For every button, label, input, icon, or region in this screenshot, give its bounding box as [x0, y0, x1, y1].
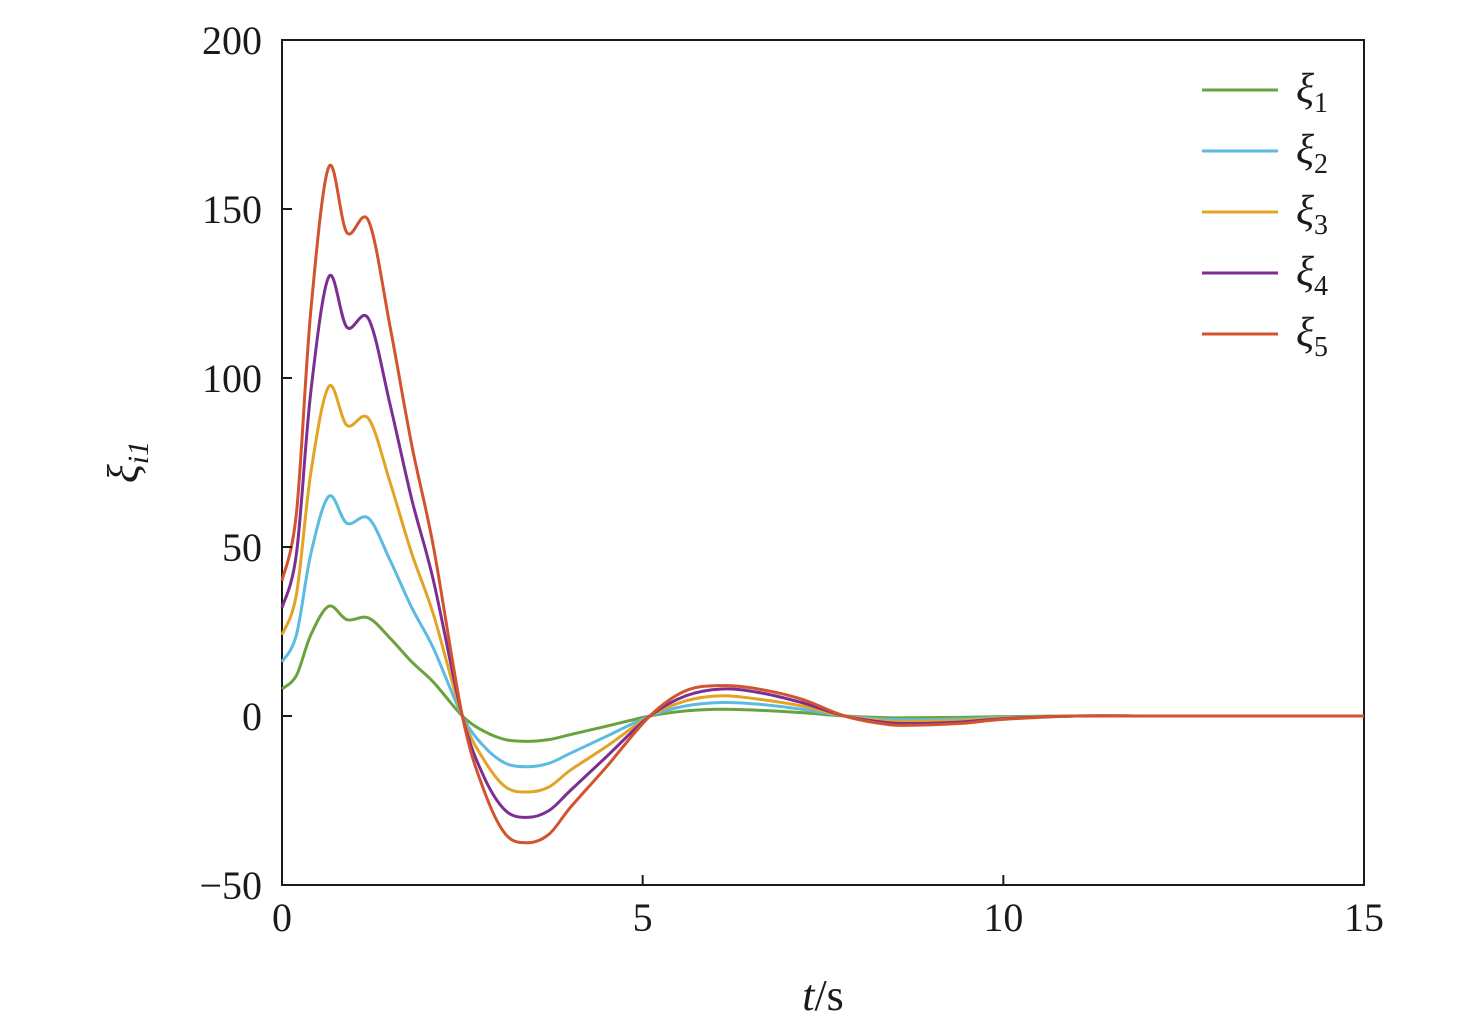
- y-tick-label-2: 50: [222, 525, 262, 570]
- y-axis-label: ξi1: [99, 441, 155, 483]
- y-tick-label-3: 100: [202, 356, 262, 401]
- x-tick-label-1: 5: [633, 895, 653, 940]
- y-tick-label-5: 200: [202, 18, 262, 63]
- y-tick-label-0: −50: [199, 863, 262, 908]
- plot-frame: [281, 39, 1365, 886]
- series-line-4: [280, 273, 1364, 819]
- x-tick-label-0: 0: [272, 895, 292, 940]
- legend-label-5: ξ5: [1296, 310, 1328, 363]
- x-tick-label-2: 10: [983, 895, 1023, 940]
- x-axis-label: t/s: [802, 971, 844, 1020]
- legend-label-1: ξ1: [1296, 66, 1328, 119]
- x-tick-label-3: 15: [1344, 895, 1384, 940]
- y-tick-label-1: 0: [242, 694, 262, 739]
- legend: ξ1 ξ2 ξ3 ξ4 ξ5: [1202, 66, 1328, 363]
- series-line-5: [280, 163, 1364, 845]
- series-layer: [280, 163, 1364, 845]
- legend-label-2: ξ2: [1296, 127, 1328, 180]
- y-tick-label-4: 150: [202, 187, 262, 232]
- series-line-3: [280, 384, 1364, 794]
- legend-label-4: ξ4: [1296, 249, 1328, 302]
- legend-label-3: ξ3: [1296, 188, 1328, 241]
